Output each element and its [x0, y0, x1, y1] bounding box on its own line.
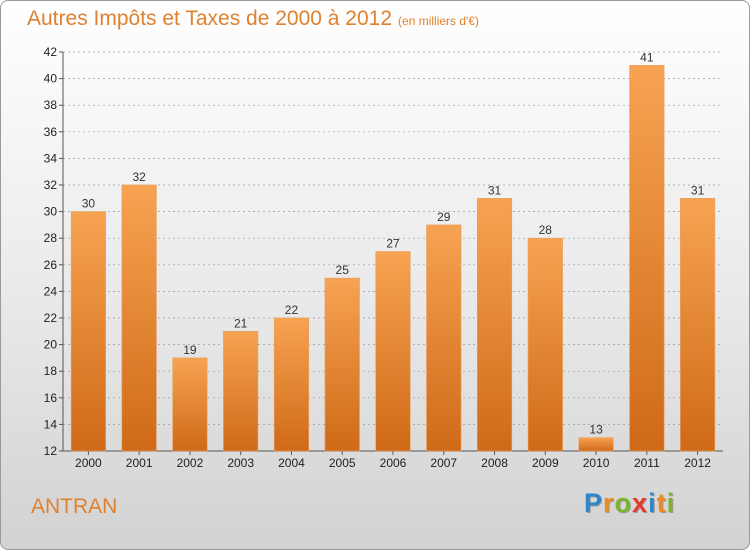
y-tick-label: 42: [44, 45, 58, 59]
x-tick-label: 2006: [380, 456, 407, 470]
data-label-2003: 21: [234, 316, 248, 330]
bar-2000: [70, 211, 106, 452]
x-tick-label: 2000: [75, 456, 102, 470]
y-tick-label: 22: [44, 311, 58, 325]
data-label-2002: 19: [183, 343, 197, 357]
chart-subtitle: (en milliers d'€): [398, 14, 480, 28]
x-tick-label: 2007: [430, 456, 457, 470]
logo-letter: o: [614, 488, 633, 518]
y-tick-label: 38: [44, 98, 58, 112]
logo-letter: r: [603, 488, 615, 518]
labels: 12 14 16 18 20 22 24 26 28 30 32 34 36 38 40 42 30 2000 32…: [44, 45, 712, 470]
grid-lines: [63, 51, 723, 425]
commune-name: ANTRAN: [31, 495, 118, 518]
bar-2007: [426, 224, 462, 452]
x-tick-label: 2009: [532, 456, 559, 470]
y-tick-label: 16: [44, 391, 58, 405]
data-label-2004: 22: [285, 303, 299, 317]
y-tick-label: 28: [44, 231, 58, 245]
data-label-2001: 32: [132, 170, 146, 184]
logo-letter: i: [648, 488, 657, 518]
x-tick-label: 2011: [634, 456, 660, 470]
y-tick-label: 30: [44, 205, 58, 219]
bar-2005: [324, 277, 360, 452]
x-tick-label: 2001: [126, 456, 153, 470]
data-label-2011: 41: [640, 50, 654, 64]
proxiti-logo: Proxiti: [584, 488, 675, 519]
y-tick-label: 24: [44, 284, 58, 298]
x-tick-label: 2012: [684, 456, 711, 470]
y-tick-label: 12: [44, 444, 58, 458]
data-label-2009: 28: [539, 223, 553, 237]
logo-letter: x: [632, 488, 649, 518]
y-tick-label: 14: [44, 417, 58, 431]
x-tick-label: 2005: [329, 456, 356, 470]
logo-letter: P: [584, 488, 604, 518]
bar-2011: [629, 65, 665, 452]
x-tick-label: 2002: [177, 456, 204, 470]
x-tick-label: 2008: [481, 456, 508, 470]
bar-2001: [121, 184, 157, 452]
x-tick-label: 2004: [278, 456, 305, 470]
x-tick-label: 2010: [583, 456, 610, 470]
logo-letter: t: [656, 488, 667, 518]
logo-letter: i: [666, 488, 676, 518]
chart-title: Autres Impôts et Taxes de 2000 à 2012 (en…: [27, 7, 479, 31]
data-label-2005: 25: [336, 263, 350, 277]
bar-2012: [680, 198, 716, 452]
y-tick-label: 26: [44, 258, 58, 272]
bar-2010: [578, 437, 614, 452]
bar-2008: [476, 198, 513, 452]
y-tick-label: 20: [44, 338, 58, 352]
data-label-2000: 30: [82, 197, 96, 211]
data-label-2006: 27: [386, 237, 400, 251]
bar-2002: [172, 357, 208, 452]
bar-2003: [223, 330, 259, 452]
y-tick-label: 18: [44, 364, 58, 378]
y-tick-label: 34: [44, 151, 58, 165]
y-tick-label: 32: [44, 178, 58, 192]
bar-2004: [273, 317, 310, 452]
data-label-2012: 31: [691, 183, 705, 197]
bar-2006: [375, 251, 411, 452]
data-label-2008: 31: [488, 183, 502, 197]
data-label-2007: 29: [437, 210, 451, 224]
data-label-2010: 13: [589, 423, 603, 437]
bar-2009: [527, 237, 563, 452]
chart-title-text: Autres Impôts et Taxes de 2000 à 2012: [27, 7, 393, 30]
x-tick-label: 2003: [227, 456, 254, 470]
y-tick-label: 40: [44, 72, 58, 86]
bars: [70, 65, 716, 452]
y-tick-label: 36: [44, 125, 58, 139]
